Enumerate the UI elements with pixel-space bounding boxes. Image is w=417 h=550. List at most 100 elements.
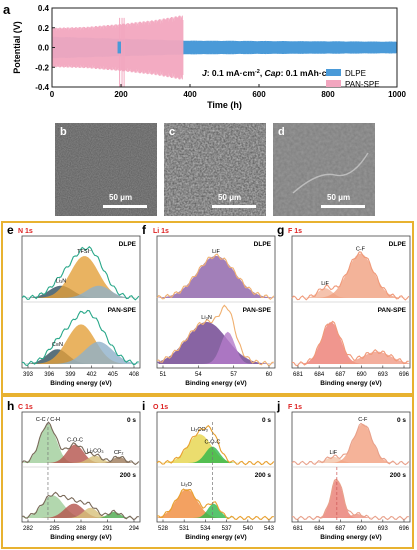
y-tick-label-4: -0.4 (35, 83, 49, 92)
xps-frame-top (1, 221, 414, 395)
peak-label-i-top-0: Li₂CO₃ (191, 427, 208, 433)
peak-label-g-top-1: C-F (356, 246, 366, 252)
peak-label-j-top-0: LiF (329, 450, 337, 456)
x-tick-label-0: 0 (50, 90, 55, 99)
tick-label-f-2: 57 (230, 372, 237, 378)
peak-h-bot-0 (22, 495, 140, 518)
y-tick-label-0: 0.4 (38, 4, 50, 13)
peak-e-bot-2 (22, 341, 140, 364)
envelope-g-top (291, 251, 410, 301)
envelope-h-top (21, 421, 140, 466)
xps-panel-g: g F 1s DLPE PAN-SPE LiF C-F 681 684 687 690 693 696… (277, 223, 411, 387)
peak-label-h-top-2: Li₂CO₃ (87, 449, 104, 455)
x-axis-label: Time (h) (207, 100, 242, 110)
tick-label-e-5: 408 (129, 372, 140, 378)
legend-swatch-dlpe (326, 69, 341, 76)
peak-g-top-0 (292, 288, 410, 298)
element-label-g: F 1s (288, 228, 302, 235)
peak-e-top-2 (22, 285, 140, 298)
tick-label-h-1: 285 (49, 526, 60, 532)
tick-label-g-1: 684 (314, 372, 325, 378)
tick-label-g-2: 687 (335, 372, 346, 378)
sem-image-b (55, 123, 157, 216)
peak-h-bot-2 (22, 507, 140, 518)
envelope-i-bot (156, 488, 274, 521)
tick-label-f-3: 60 (266, 372, 273, 378)
xps-panel-f: f Li 1s DLPE PAN-SPE LiF Li₃N 51 54 57 60 Binding … (142, 223, 276, 387)
sem-panel-c: c 50 μm (164, 123, 266, 216)
y-tick-label-3: -0.2 (35, 63, 49, 72)
tick-label-e-2: 399 (65, 372, 76, 378)
xlabel-g: Binding energy (eV) (320, 380, 381, 387)
peak-f-bot-1 (157, 331, 275, 364)
peak-f-bot-0 (157, 321, 275, 364)
tick-label-h-0: 282 (23, 526, 34, 532)
envelope-h-bot (22, 491, 139, 521)
tick-label-e-4: 405 (108, 372, 119, 378)
peak-g-bot-0 (292, 322, 410, 364)
xlabel-j: Binding energy (eV) (320, 534, 381, 541)
tick-label-j-0: 681 (293, 526, 304, 532)
state-label-top-j: 0 s (397, 417, 406, 424)
xps-panel-e: e N 1s DLPE PAN-SPE Li₃N TFSI⁻ C≡N 393 396 399 402… (7, 223, 141, 387)
state-label-bot-j: 200 s (390, 472, 407, 479)
tick-label-g-5: 696 (399, 372, 410, 378)
peak-f-top-0 (157, 255, 275, 298)
peak-h-top-1 (22, 444, 140, 463)
y-tick-label-2: 0.0 (38, 44, 50, 53)
sem-image-d (273, 123, 375, 216)
sem-letter-d: d (278, 126, 285, 138)
peak-h-top-0 (22, 423, 140, 463)
state-label-top-g: DLPE (389, 241, 407, 248)
scale-label-d: 50 μm (327, 193, 351, 202)
panel-letter-e: e (7, 223, 14, 237)
peak-label-f-bot-0: Li₃N (201, 315, 212, 321)
panel-letter-a: a (3, 2, 11, 17)
peak-label-g-top-0: LiF (321, 281, 329, 287)
tick-label-i-5: 543 (264, 526, 275, 532)
peak-label-e-bot-0: C≡N (52, 342, 63, 348)
legend-swatch-pan-spe (326, 80, 341, 87)
sem-image-c (164, 123, 266, 216)
panel-letter-j: j (276, 399, 280, 413)
xps-frame-bottom (1, 395, 414, 549)
peak-label-e-top-0: Li₃N (56, 279, 67, 285)
envelope-j-bot (291, 478, 409, 521)
peak-j-top-1 (292, 423, 410, 463)
tick-label-i-4: 540 (243, 526, 254, 532)
xps-figure: e N 1s DLPE PAN-SPE Li₃N TFSI⁻ C≡N 393 396 399 402… (1, 221, 414, 549)
peak-label-e-top-1: TFSI⁻ (77, 249, 92, 255)
scale-bar-d (321, 205, 365, 208)
panel-letter-g: g (277, 223, 284, 237)
xlabel-f: Binding energy (eV) (185, 380, 246, 387)
peak-h-bot-1 (22, 503, 140, 518)
x-tick-label-5: 1000 (388, 90, 406, 99)
tick-label-j-3: 690 (357, 526, 368, 532)
panel-letter-h: h (7, 399, 14, 413)
x-tick-label-4: 800 (321, 90, 335, 99)
tick-label-j-5: 696 (399, 526, 410, 532)
xlabel-h: Binding energy (eV) (50, 534, 111, 541)
envelope-j-top (291, 422, 410, 466)
envelope-f-bot (156, 304, 274, 367)
tick-label-j-4: 693 (378, 526, 389, 532)
state-label-bot-f: PAN-SPE (243, 307, 272, 314)
dlpe-block-200h (117, 41, 121, 54)
tick-label-i-1: 531 (179, 526, 190, 532)
peak-e-top-1 (22, 256, 140, 298)
tick-label-j-1: 684 (314, 526, 325, 532)
panel-a: a 0.4 0.2 0.0 -0.2 -0.4 0 200 400 600 800 1000 Time… (0, 0, 417, 122)
tick-label-f-1: 54 (195, 372, 202, 378)
state-label-top-i: 0 s (262, 417, 271, 424)
peak-i-top-1 (157, 446, 275, 463)
xlabel-i: Binding energy (eV) (185, 534, 246, 541)
series-pan-spe (51, 15, 184, 80)
sem-letter-c: c (169, 126, 176, 138)
x-tick-label-1: 200 (114, 90, 128, 99)
element-label-e: N 1s (18, 228, 33, 235)
state-label-bot-g: PAN-SPE (378, 307, 407, 314)
tick-label-f-0: 51 (160, 372, 167, 378)
state-label-bot-i: 200 s (255, 472, 272, 479)
legend-label-pan-spe: PAN-SPE (345, 80, 380, 89)
envelope-i-top (156, 424, 275, 466)
